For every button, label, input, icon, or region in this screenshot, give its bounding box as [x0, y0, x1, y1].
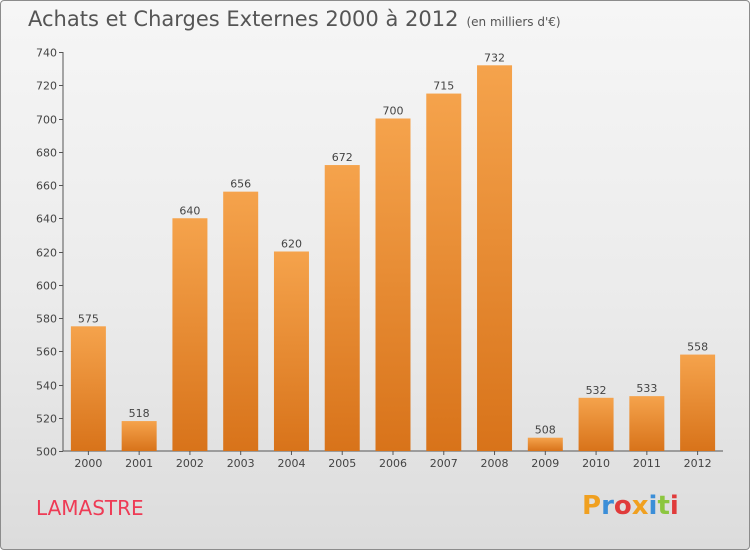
bar-value-label: 620	[281, 238, 302, 251]
y-tick-label: 700	[36, 114, 57, 127]
bar-value-label: 640	[179, 204, 200, 217]
x-tick-label: 2002	[176, 457, 204, 470]
bar-value-label: 518	[129, 407, 150, 420]
logo-letter: i	[648, 491, 658, 521]
x-tick-label: 2005	[328, 457, 356, 470]
y-tick-label: 500	[36, 446, 57, 459]
x-tick-label: 2003	[227, 457, 255, 470]
bar	[527, 437, 563, 451]
bar	[223, 191, 259, 451]
bar	[70, 326, 106, 451]
bar	[172, 218, 208, 451]
logo-letter: t	[657, 491, 670, 521]
x-tick-label: 2004	[277, 457, 305, 470]
x-tick-label: 2007	[430, 457, 458, 470]
y-tick-label: 740	[36, 47, 57, 60]
y-tick-label: 540	[36, 380, 57, 393]
bar	[680, 354, 716, 451]
bar-value-label: 732	[484, 51, 505, 64]
logo-letter: r	[601, 491, 614, 521]
y-tick-label: 520	[36, 413, 57, 426]
bar-value-label: 533	[636, 382, 657, 395]
y-tick-label: 660	[36, 180, 57, 193]
logo-letter: P	[582, 491, 602, 521]
bar-value-label: 575	[78, 312, 99, 325]
x-tick-label: 2010	[582, 457, 610, 470]
bar-value-label: 532	[586, 384, 607, 397]
logo-letter: i	[669, 491, 679, 521]
axis-layer: 500 520 540 560 580 600 620 640 660 680 700 720 740 2…	[36, 47, 723, 470]
title-text: Achats et Charges Externes 2000 à 2012	[28, 7, 459, 31]
bar-value-label: 715	[433, 80, 454, 93]
bar	[629, 396, 665, 451]
bar-layer	[70, 65, 716, 452]
y-tick-label: 620	[36, 247, 57, 260]
y-tick-label: 600	[36, 280, 57, 293]
x-tick-label: 2009	[531, 457, 559, 470]
bar	[121, 421, 157, 451]
logo-letter: o	[613, 491, 632, 521]
x-tick-label: 2011	[633, 457, 661, 470]
x-tick-label: 2000	[74, 457, 102, 470]
y-tick-label: 560	[36, 346, 57, 359]
label-layer: 575 518 640 656 620 672 700 715 732 508 532 533 558	[78, 51, 708, 436]
x-tick-label: 2012	[684, 457, 712, 470]
chart-title: Achats et Charges Externes 2000 à 2012 (e…	[28, 7, 561, 31]
x-tick-label: 2001	[125, 457, 153, 470]
bar	[578, 397, 614, 451]
x-tick-label: 2006	[379, 457, 407, 470]
x-tick-label: 2008	[481, 457, 509, 470]
bar-value-label: 558	[687, 341, 708, 354]
bar-value-label: 656	[230, 178, 251, 191]
bar-value-label: 700	[383, 105, 404, 118]
y-tick-label: 680	[36, 147, 57, 160]
bar	[426, 93, 462, 451]
bar	[324, 165, 360, 452]
bar	[375, 118, 411, 451]
logo-letter: x	[631, 491, 649, 521]
location-label: LAMASTRE	[36, 496, 144, 520]
bar	[273, 251, 309, 451]
y-tick-label: 580	[36, 313, 57, 326]
bar	[477, 65, 513, 452]
bar-value-label: 508	[535, 424, 556, 437]
y-tick-label: 720	[36, 80, 57, 93]
bar-value-label: 672	[332, 151, 353, 164]
y-tick-label: 640	[36, 213, 57, 226]
chart-subtitle: (en milliers d'€)	[466, 15, 561, 29]
proxiti-logo: Proxiti	[582, 491, 679, 521]
